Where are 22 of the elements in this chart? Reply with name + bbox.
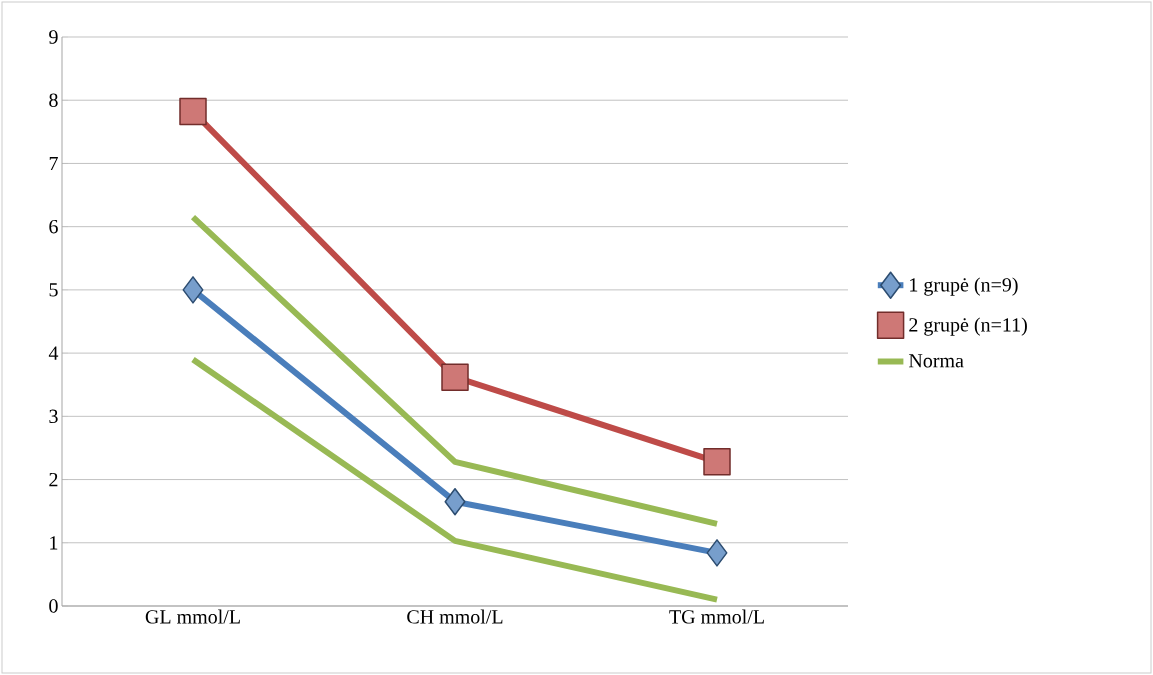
x-tick-label: CH mmol/L: [407, 609, 503, 624]
y-tick-label: 2: [49, 472, 58, 487]
y-tick-label: 6: [49, 219, 58, 234]
y-tick-label: 0: [49, 599, 58, 613]
y-tick-label: 1: [50, 536, 58, 550]
x-tick-label: TG mmol/L: [669, 609, 764, 624]
point: [179, 97, 207, 126]
x-tick-label: GL mmol/L: [145, 609, 240, 624]
point: [441, 363, 469, 391]
y-tick-label: 9: [49, 30, 58, 44]
y-tick-label: 8: [49, 93, 58, 107]
y-tick-label: 4: [48, 346, 59, 360]
point: [444, 487, 466, 516]
y-tick-label: 7: [49, 156, 58, 170]
legend-label: 1 grupė (n=9): [910, 277, 1018, 296]
y-tick-label: 5: [49, 283, 58, 297]
point: [182, 276, 204, 304]
point: [703, 448, 731, 476]
y-tick-label: 3: [49, 409, 58, 424]
legend-label: 2 grupė (n=11): [909, 317, 1027, 336]
point: [706, 539, 728, 567]
legend-label: Norma: [908, 354, 964, 368]
